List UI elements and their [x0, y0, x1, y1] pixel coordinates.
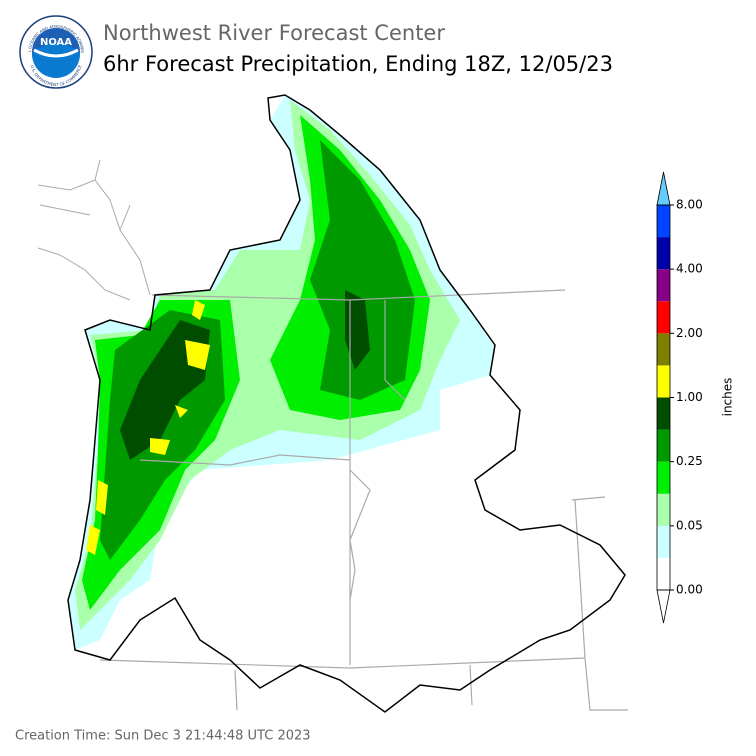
colorbar-bin [657, 365, 670, 398]
colorbar-label: inches [721, 378, 735, 417]
colorbar-bin [657, 461, 670, 494]
colorbar-over [656, 171, 671, 206]
colorbar-tick-label: 0.00 [676, 583, 703, 597]
colorbar-bin [657, 493, 670, 526]
colorbar-under [656, 589, 671, 624]
colorbar-tick-label: 8.00 [676, 198, 703, 212]
colorbar-tick-label: 2.00 [676, 326, 703, 340]
noaa-logo: NOAA NATIONAL OCEANIC AND ATMOSPHERIC AD… [0, 0, 93, 89]
colorbar: 0.00 0.05 0.25 1.00 2.00 4.00 8.00 [656, 171, 703, 624]
coastline [37, 159, 151, 301]
colorbar-bin [657, 429, 670, 462]
logo-text: NOAA [40, 37, 72, 48]
basin-outline [67, 94, 626, 713]
colorbar-bin [657, 397, 670, 430]
colorbar-tick-label: 0.05 [676, 518, 703, 532]
colorbar-bin [657, 205, 670, 238]
creation-time: Creation Time: Sun Dec 3 21:44:48 UTC 20… [15, 729, 311, 744]
state-lines [99, 289, 628, 711]
colorbar-tick-label: 4.00 [676, 262, 703, 276]
precip-green-dark [100, 140, 415, 560]
colorbar-bin [657, 333, 670, 366]
map [37, 94, 628, 713]
colorbar-bin [657, 301, 670, 334]
precip-darkest [120, 290, 370, 460]
colorbar-bin [657, 525, 670, 558]
subtitle: 6hr Forecast Precipitation, Ending 18Z, … [103, 52, 613, 76]
title: Northwest River Forecast Center [103, 21, 445, 45]
colorbar-tick-label: 1.00 [676, 390, 703, 404]
colorbar-bin [657, 557, 670, 590]
colorbar-bin [657, 237, 670, 270]
colorbar-bin [657, 269, 670, 302]
colorbar-tick-label: 0.25 [676, 454, 703, 468]
precip-yellow [86, 300, 210, 555]
